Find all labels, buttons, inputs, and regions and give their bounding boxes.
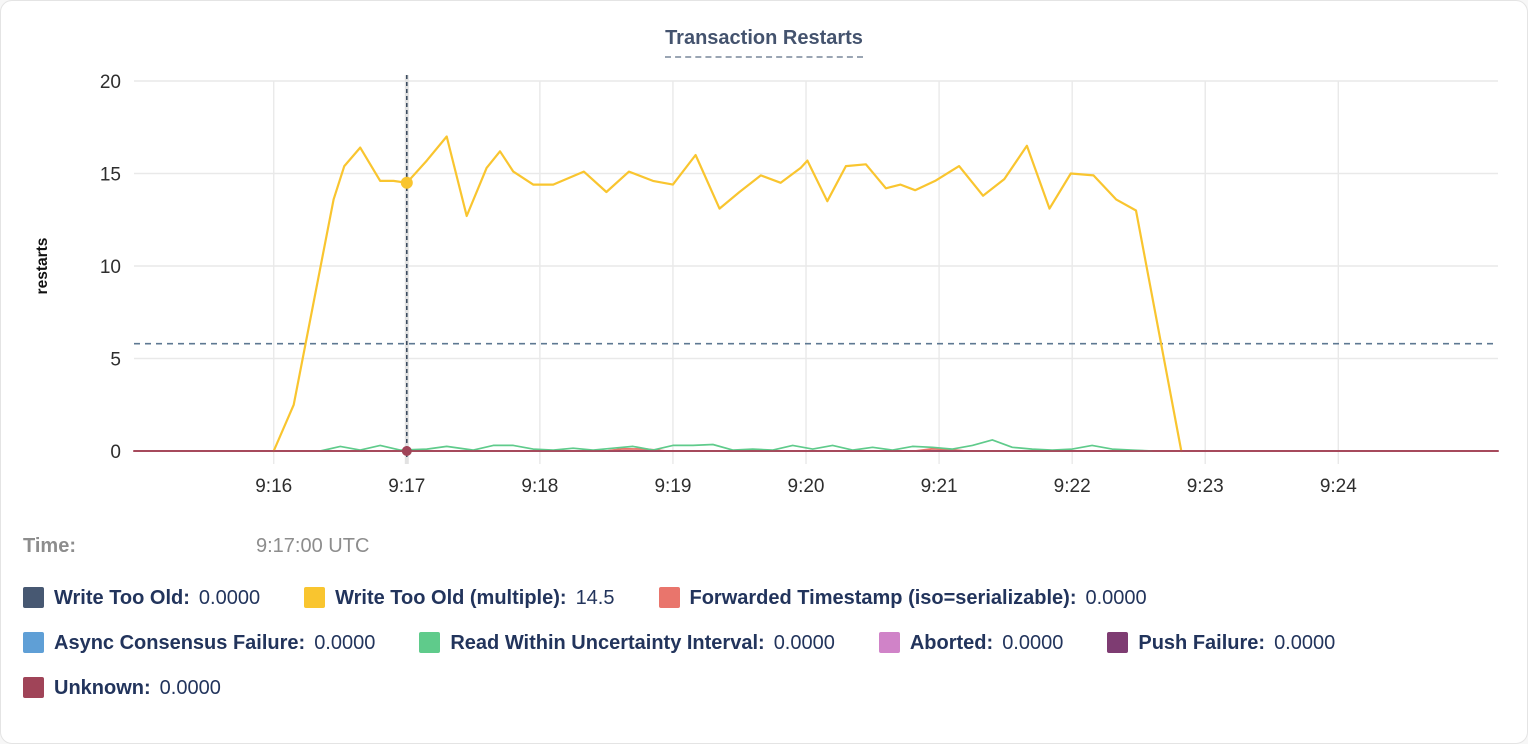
legend-label-push-failure: Push Failure:	[1138, 631, 1266, 654]
y-tick-label: 5	[110, 350, 121, 371]
hover-dot-write-too-old-multiple-	[400, 176, 413, 189]
legend-item-unknown: Unknown: 0.0000	[23, 677, 221, 698]
legend-value-unknown: 0.0000	[159, 676, 221, 699]
legend-value-aborted: 0.0000	[1002, 631, 1064, 654]
legend-item-forwarded-timestamp-iso-serializable-: Forwarded Timestamp (iso=serializable): 0…	[658, 586, 1147, 609]
x-tick-label: 9:18	[521, 476, 558, 497]
legend-label-write-too-old-multiple-: Write Too Old (multiple):	[335, 586, 567, 609]
legend-value-read-within-uncertainty-interval: 0.0000	[773, 631, 835, 654]
legend-label-write-too-old: Write Too Old:	[54, 586, 190, 609]
legend-item-read-within-uncertainty-interval: Read Within Uncertainty Interval: 0.0000	[419, 632, 835, 653]
hover-time-row: Time: 9:17:00 UTC	[23, 535, 369, 558]
legend-swatch-async-consensus-failure	[23, 632, 44, 653]
legend-swatch-read-within-uncertainty-interval	[419, 632, 441, 653]
legend-label-async-consensus-failure: Async Consensus Failure:	[54, 631, 306, 654]
legend-value-push-failure: 0.0000	[1274, 631, 1336, 654]
hover-dot-unknown	[401, 446, 412, 456]
legend-swatch-aborted	[878, 632, 900, 653]
x-tick-label: 9:21	[921, 476, 958, 497]
x-tick-label: 9:24	[1320, 476, 1357, 497]
x-tick-label: 9:17	[388, 476, 425, 497]
series-line-write-too-old-multiple-	[272, 135, 1183, 453]
legend-value-forwarded-timestamp-iso-serializable-: 0.0000	[1085, 586, 1147, 609]
x-tick-label: 9:23	[1187, 476, 1224, 497]
legend-swatch-unknown	[23, 677, 44, 698]
legend-label-read-within-uncertainty-interval: Read Within Uncertainty Interval:	[450, 631, 765, 654]
y-tick-label: 20	[100, 72, 121, 93]
y-tick-label: 0	[110, 442, 121, 463]
legend-value-write-too-old: 0.0000	[198, 586, 261, 609]
chart-header: Transaction Restarts	[1, 27, 1527, 58]
legend-label-aborted: Aborted:	[909, 631, 994, 654]
legend-item-async-consensus-failure: Async Consensus Failure: 0.0000	[23, 632, 375, 653]
x-tick-label: 9:16	[255, 476, 292, 497]
legend-value-write-too-old-multiple-: 14.5	[575, 586, 615, 609]
series-line-read-within-uncertainty-interval	[319, 439, 1153, 452]
hover-time-value: 9:17:00 UTC	[256, 535, 370, 557]
legend-swatch-forwarded-timestamp-iso-serializable-	[658, 587, 680, 608]
chart-legend: Write Too Old: 0.0000 Write Too Old (multi…	[23, 587, 1505, 698]
y-tick-label: 15	[100, 165, 121, 186]
y-tick-label: 10	[100, 257, 121, 278]
legend-swatch-write-too-old	[23, 587, 44, 608]
y-axis-title: restarts	[34, 238, 51, 295]
legend-item-write-too-old: Write Too Old: 0.0000	[23, 587, 260, 608]
chart-title[interactable]: Transaction Restarts	[665, 27, 863, 58]
legend-value-async-consensus-failure: 0.0000	[314, 631, 376, 654]
legend-item-push-failure: Push Failure: 0.0000	[1107, 632, 1335, 653]
x-tick-label: 9:20	[788, 476, 825, 497]
legend-label-unknown: Unknown:	[54, 676, 151, 699]
x-tick-label: 9:19	[654, 476, 691, 497]
legend-swatch-push-failure	[1107, 632, 1129, 653]
legend-item-aborted: Aborted: 0.0000	[878, 631, 1064, 654]
legend-item-write-too-old-multiple-: Write Too Old (multiple): 14.5	[304, 586, 615, 609]
hover-time-label: Time:	[23, 535, 76, 557]
x-tick-label: 9:22	[1054, 476, 1091, 497]
legend-swatch-write-too-old-multiple-	[304, 587, 326, 608]
legend-label-forwarded-timestamp-iso-serializable-: Forwarded Timestamp (iso=serializable):	[689, 586, 1077, 609]
chart-plot-area[interactable]: 0 5 10 15 20 9:16 9:17 9:18 9:19 9:20 9:21 9:22 9:23…	[1, 1, 1528, 511]
